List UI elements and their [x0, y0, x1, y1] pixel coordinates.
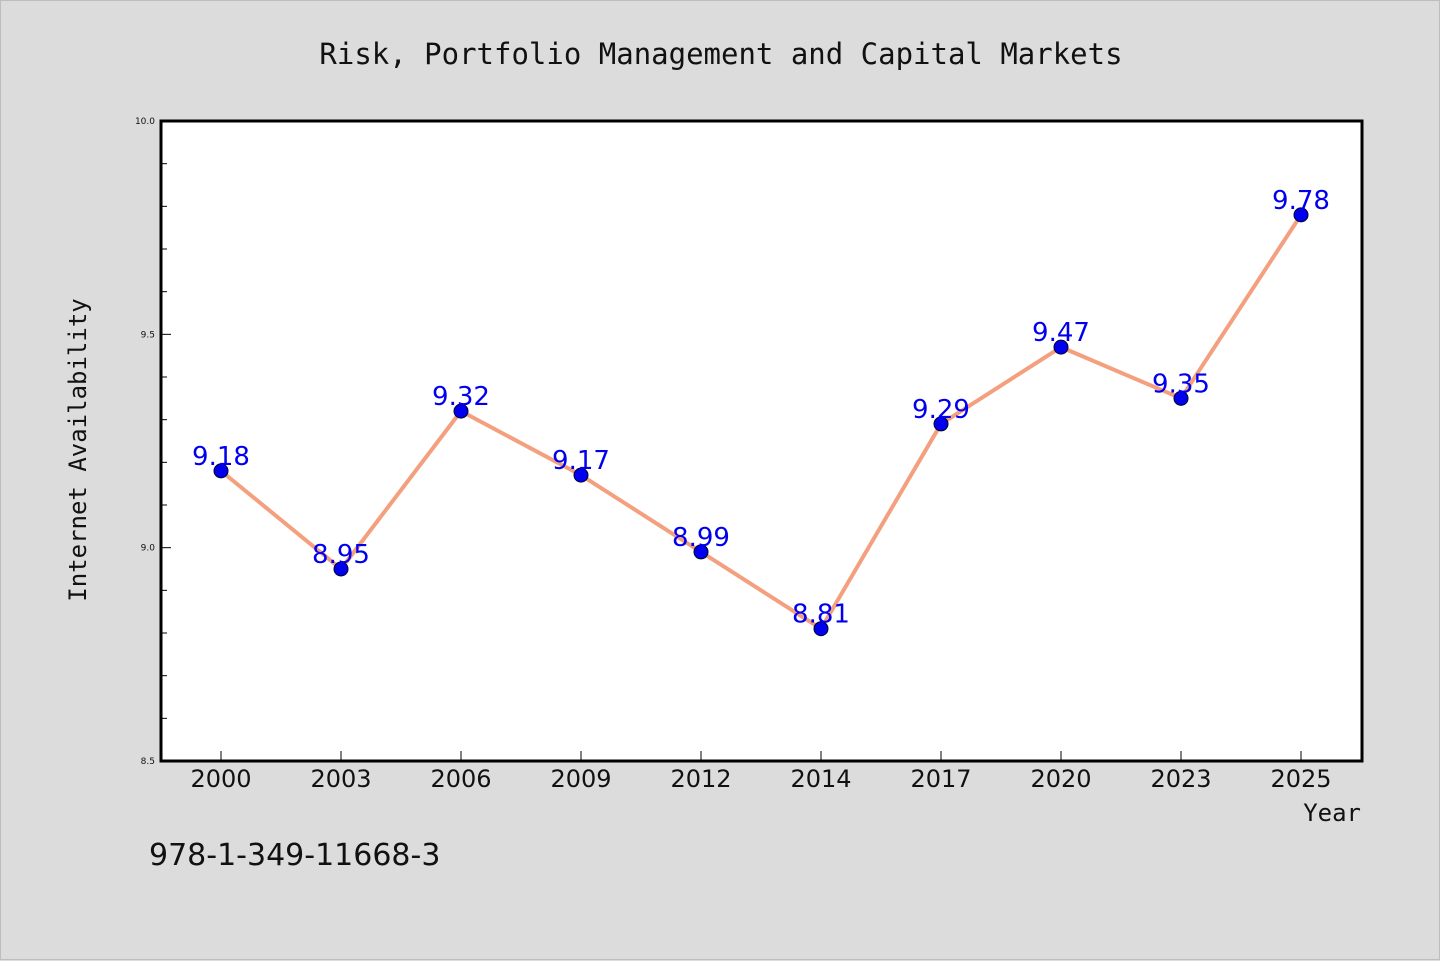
data-point [933, 416, 949, 432]
y-tick-label: 9.5 [141, 330, 155, 340]
plot-area [159, 119, 1364, 763]
y-axis-label: Internet Availability [64, 298, 92, 601]
data-point [573, 467, 589, 483]
x-tick-label: 2000 [190, 765, 251, 793]
x-tick-label: 2020 [1030, 765, 1091, 793]
data-label: 8.99 [672, 523, 730, 553]
data-point [693, 544, 709, 560]
data-label: 8.81 [792, 600, 850, 630]
y-axis-ticks: 8.5 9.0 9.5 10.0 [135, 117, 171, 767]
series-line [219, 213, 1303, 631]
data-point [1173, 390, 1189, 406]
x-tick-label: 2025 [1270, 765, 1331, 793]
x-tick-label: 2006 [430, 765, 491, 793]
data-label: 9.18 [192, 442, 250, 472]
data-point [213, 463, 229, 479]
data-label: 9.47 [1032, 318, 1090, 348]
x-axis-ticks: 2000 2003 2006 2009 2012 2014 2017 2020 2023 2025 [190, 751, 1332, 793]
chart-title: Risk, Portfolio Management and Capital M… [319, 37, 1122, 71]
data-point [1053, 339, 1069, 355]
isbn-text: 978-1-349-11668-3 [149, 838, 440, 873]
data-point [453, 403, 469, 419]
x-tick-label: 2023 [1150, 765, 1211, 793]
data-point [813, 621, 829, 637]
data-label: 9.29 [912, 395, 970, 425]
x-tick-label: 2012 [670, 765, 731, 793]
x-tick-label: 2003 [310, 765, 371, 793]
data-label: 9.78 [1272, 186, 1330, 216]
data-label: 9.35 [1152, 369, 1210, 399]
y-tick-label: 9.0 [141, 544, 156, 554]
x-tick-label: 2014 [790, 765, 851, 793]
data-label: 9.17 [552, 446, 610, 476]
x-tick-label: 2017 [910, 765, 971, 793]
y-tick-label: 8.5 [141, 757, 155, 767]
data-label: 9.32 [432, 382, 490, 412]
x-axis-label: Year [1303, 799, 1361, 827]
x-tick-label: 2009 [550, 765, 611, 793]
y-tick-label: 10.0 [135, 117, 155, 127]
data-label: 8.95 [312, 540, 370, 570]
series-layer: 9.18 8.95 9.32 9.17 8.99 8.81 9.29 9.47 9.35 9.78 [192, 186, 1330, 637]
data-point [333, 561, 349, 577]
data-point [1293, 207, 1309, 223]
